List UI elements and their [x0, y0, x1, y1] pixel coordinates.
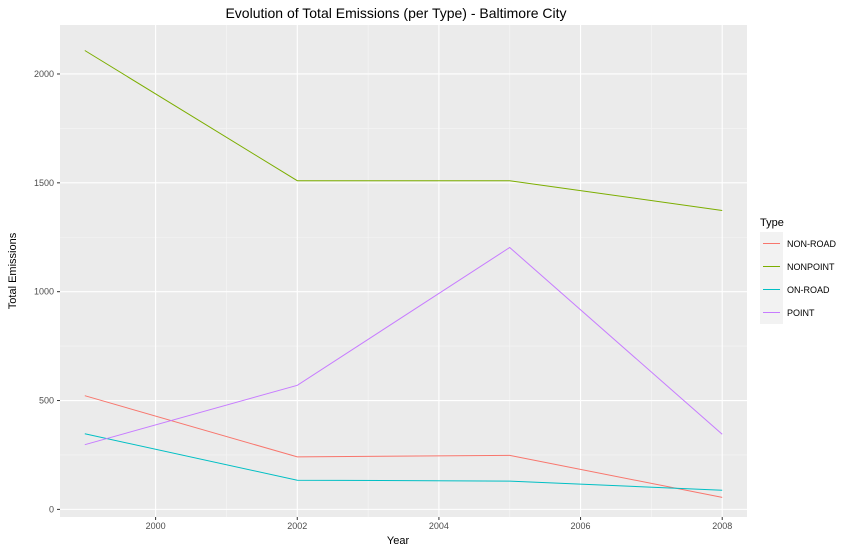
x-axis-title: Year — [387, 535, 410, 547]
y-tick-label: 2000 — [34, 69, 54, 79]
y-tick-label: 1500 — [34, 178, 54, 188]
y-axis-title: Total Emissions — [7, 232, 19, 309]
legend-label-point: POINT — [787, 308, 815, 318]
series-lines — [84, 50, 723, 498]
x-tick-label: 2006 — [571, 521, 591, 531]
x-tick-label: 2000 — [146, 521, 166, 531]
x-tick-label: 2002 — [287, 521, 307, 531]
chart-title: Evolution of Total Emissions (per Type) … — [225, 5, 566, 21]
x-axis: 2000 2002 2004 2006 2008 — [146, 517, 732, 531]
x-tick-label: 2008 — [712, 521, 732, 531]
y-tick-label: 500 — [39, 396, 54, 406]
legend-label-nonpoint: NONPOINT — [787, 262, 835, 272]
y-axis: 0 500 1000 1500 2000 — [34, 69, 60, 514]
y-tick-label: 0 — [49, 504, 54, 514]
series-line-nonpoint — [84, 50, 723, 211]
legend: Type NON-ROAD NONPOINT ON-ROAD POINT — [760, 217, 836, 324]
legend-label-on-road: ON-ROAD — [787, 285, 830, 295]
series-line-point — [84, 246, 723, 446]
series-line-non-road — [84, 395, 723, 498]
x-tick-label: 2004 — [429, 521, 449, 531]
y-tick-label: 1000 — [34, 287, 54, 297]
legend-label-non-road: NON-ROAD — [787, 239, 836, 249]
minor-gridlines — [60, 25, 747, 517]
series-line-on-road — [84, 433, 723, 491]
legend-title: Type — [760, 217, 784, 229]
major-gridlines — [60, 25, 747, 517]
plot-panel — [60, 25, 747, 517]
